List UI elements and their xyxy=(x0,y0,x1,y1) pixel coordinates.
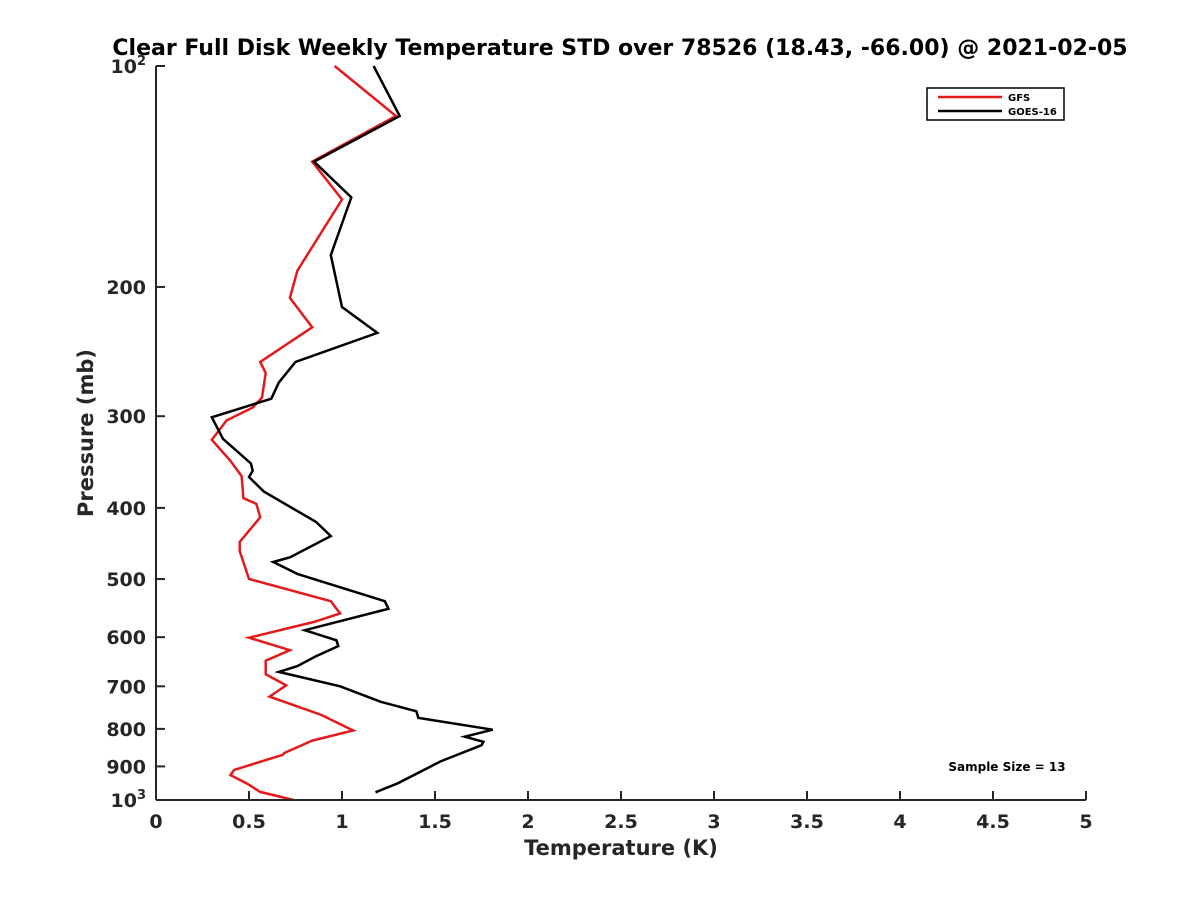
y-axis-label: Pressure (mb) xyxy=(74,349,98,517)
legend-label-gfs: GFS xyxy=(1008,93,1030,104)
y-tick-label: 300 xyxy=(106,406,146,428)
legend-label-goes16: GOES-16 xyxy=(1008,107,1057,118)
x-tick-label: 2 xyxy=(521,811,534,833)
y-tick-label: 600 xyxy=(106,627,146,649)
x-tick-label: 1 xyxy=(335,811,348,833)
series-line-gfs xyxy=(210,65,399,802)
legend: GFS GOES-16 xyxy=(926,87,1065,121)
y-ticks: 102 200 300 400 500 600 700 800 900 103 xyxy=(106,54,165,812)
series-layer xyxy=(210,65,494,802)
series-line-goes16 xyxy=(210,65,494,794)
x-tick-label: 4.5 xyxy=(976,811,1010,833)
y-tick-label: 103 xyxy=(111,788,147,812)
y-tick-label: 500 xyxy=(106,569,146,591)
y-tick-label: 700 xyxy=(106,676,146,698)
y-tick-label: 900 xyxy=(106,756,146,778)
x-tick-label: 0 xyxy=(149,811,162,833)
y-tick-label: 102 xyxy=(111,54,147,78)
legend-box xyxy=(926,87,1065,121)
y-tick-label: 800 xyxy=(106,719,146,741)
x-tick-label: 0.5 xyxy=(232,811,266,833)
y-tick-label: 200 xyxy=(106,277,146,299)
x-tick-label: 3.5 xyxy=(790,811,824,833)
x-tick-label: 5 xyxy=(1079,811,1092,833)
x-axis-label: Temperature (K) xyxy=(524,836,718,860)
x-tick-label: 4 xyxy=(893,811,906,833)
y-tick-label: 400 xyxy=(106,498,146,520)
x-tick-label: 2.5 xyxy=(604,811,638,833)
x-tick-label: 1.5 xyxy=(418,811,452,833)
chart-title: Clear Full Disk Weekly Temperature STD o… xyxy=(112,36,1127,61)
sample-size-annotation: Sample Size = 13 xyxy=(948,760,1065,774)
x-tick-label: 3 xyxy=(707,811,720,833)
x-ticks: 0 0.5 1 1.5 2 2.5 3 3.5 4 4.5 5 xyxy=(149,791,1093,833)
